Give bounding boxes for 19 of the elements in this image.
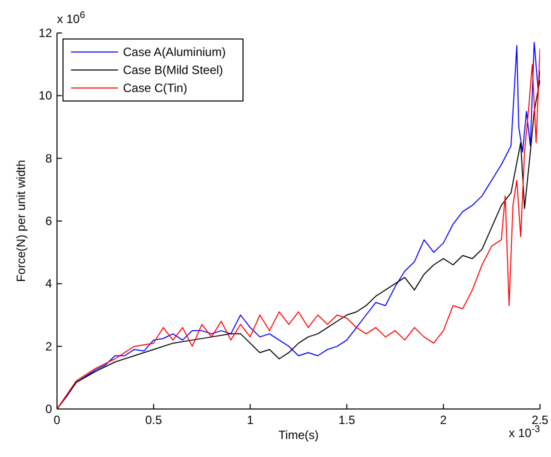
y-tick-label: 2	[45, 339, 52, 354]
legend-label: Case A(Aluminium)	[123, 45, 226, 59]
y-axis-title: Force(N) per unit width	[14, 160, 28, 282]
y-tick-label: 4	[45, 276, 52, 291]
legend-label: Case B(Mild Steel)	[123, 63, 224, 77]
x-tick-label: 2	[440, 413, 448, 427]
y-tick-label: 12	[38, 26, 52, 40]
x-tick-label: 1	[246, 413, 254, 427]
x-tick-label: 0	[54, 413, 61, 427]
legend-label: Case C(Tin)	[123, 81, 188, 95]
y-tick-label: 6	[45, 214, 52, 228]
text: x 10$^{6}$	[57, 10, 86, 26]
y-tick-label: 0	[45, 402, 52, 416]
text: x 10$^{-3}$	[508, 424, 540, 440]
y-tick-label: 8	[45, 151, 52, 166]
x-tick-label: 1.5	[338, 413, 356, 427]
x-axis-title: Time(s)	[278, 428, 319, 442]
y-tick-label: 10	[38, 88, 52, 103]
x-tick-label: 0.5	[145, 413, 162, 427]
